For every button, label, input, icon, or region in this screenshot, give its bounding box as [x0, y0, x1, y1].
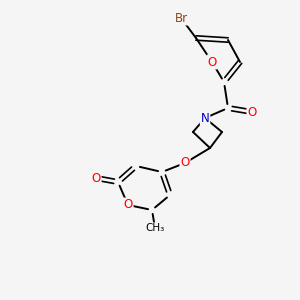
Text: O: O	[207, 56, 217, 68]
Text: N: N	[201, 112, 209, 124]
Text: O: O	[180, 157, 190, 169]
Text: O: O	[92, 172, 100, 184]
Text: O: O	[123, 199, 133, 212]
Text: Br: Br	[174, 11, 188, 25]
Text: O: O	[248, 106, 256, 118]
Text: CH₃: CH₃	[146, 223, 165, 233]
